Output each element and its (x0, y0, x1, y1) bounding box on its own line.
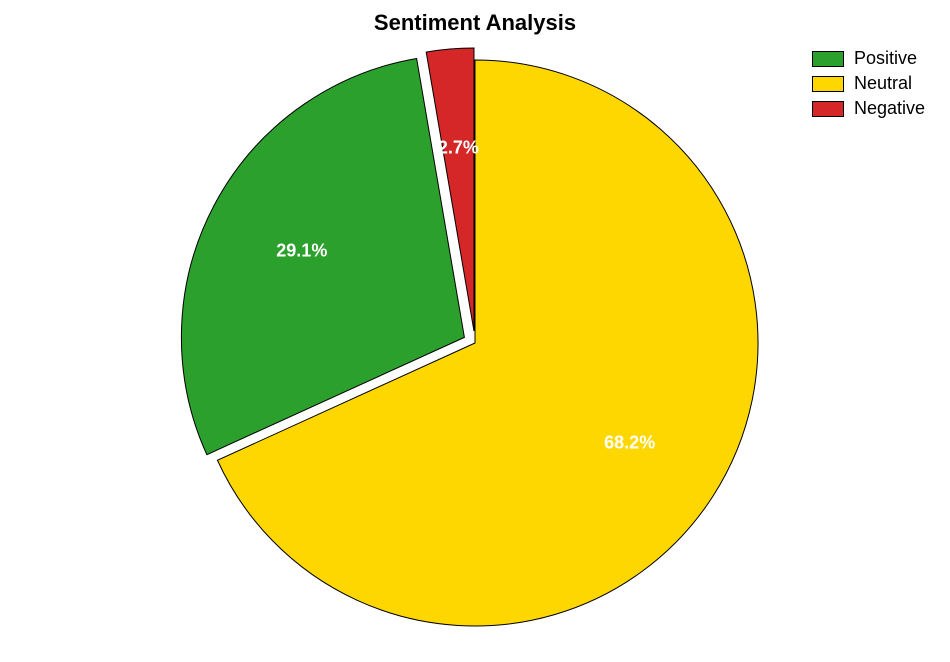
slice-label-neutral: 68.2% (604, 432, 655, 453)
legend-item-neutral: Neutral (812, 73, 925, 94)
slice-label-negative: 2.7% (438, 137, 479, 158)
legend-label-positive: Positive (854, 48, 917, 69)
legend-swatch-positive (812, 51, 844, 67)
legend-swatch-neutral (812, 76, 844, 92)
pie-chart-svg (0, 0, 950, 662)
legend-item-negative: Negative (812, 98, 925, 119)
legend-item-positive: Positive (812, 48, 925, 69)
legend-label-neutral: Neutral (854, 73, 912, 94)
slice-label-positive: 29.1% (276, 241, 327, 262)
legend-label-negative: Negative (854, 98, 925, 119)
pie-chart-container: Sentiment Analysis 68.2%29.1%2.7% Positi… (0, 0, 950, 662)
legend: Positive Neutral Negative (812, 48, 925, 123)
legend-swatch-negative (812, 101, 844, 117)
